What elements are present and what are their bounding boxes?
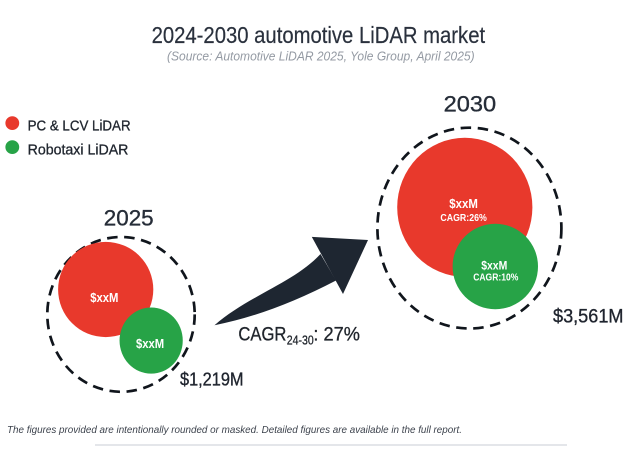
svg-text:(Source: Automotive LiDAR 2025: (Source: Automotive LiDAR 2025, Yole Gro… [167, 50, 475, 64]
svg-text:CAGR:26%: CAGR:26% [440, 213, 486, 224]
svg-text:$xxM: $xxM [136, 337, 164, 351]
svg-text:Robotaxi LiDAR: Robotaxi LiDAR [28, 142, 129, 158]
svg-text:CAGR: CAGR [238, 324, 286, 345]
svg-text:The figures provided are inten: The figures provided are intentionally r… [7, 425, 462, 436]
svg-text:PC & LCV LiDAR: PC & LCV LiDAR [28, 118, 131, 134]
svg-text:CAGR:10%: CAGR:10% [473, 273, 518, 284]
svg-text:$xxM: $xxM [90, 291, 118, 305]
svg-text:2024-2030 automotive LiDAR mar: 2024-2030 automotive LiDAR market [152, 22, 486, 48]
svg-text:: 27%: : 27% [313, 324, 360, 345]
svg-text:$xxM: $xxM [449, 197, 478, 211]
svg-text:2025: 2025 [104, 206, 154, 231]
svg-text:$3,561M: $3,561M [553, 305, 624, 327]
svg-text:2030: 2030 [444, 92, 497, 117]
svg-text:$xxM: $xxM [481, 261, 507, 273]
svg-text:$1,219M: $1,219M [180, 369, 244, 390]
svg-text:24-30: 24-30 [287, 333, 314, 348]
